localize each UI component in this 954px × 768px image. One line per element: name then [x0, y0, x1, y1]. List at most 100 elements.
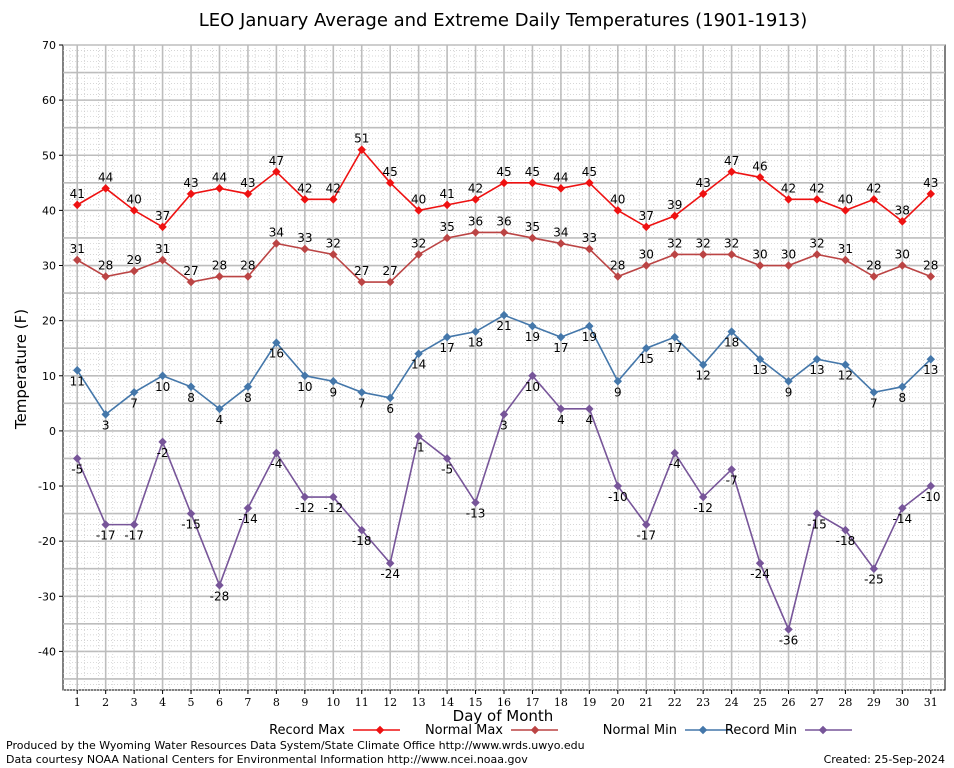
- data-label: 28: [240, 259, 255, 273]
- data-label: 28: [866, 259, 881, 273]
- data-point: [158, 222, 167, 232]
- data-label: 28: [98, 259, 113, 273]
- data-label: 9: [329, 385, 337, 399]
- data-label: 41: [439, 187, 454, 201]
- data-label: 39: [667, 198, 682, 212]
- y-tick-label: 30: [42, 260, 56, 273]
- data-label: -17: [96, 529, 116, 543]
- data-label: 47: [724, 154, 739, 168]
- y-tick-label: 70: [42, 39, 56, 52]
- data-point: [385, 277, 395, 287]
- data-point: [585, 321, 594, 331]
- data-label: 42: [866, 181, 881, 195]
- data-label: 38: [895, 203, 910, 217]
- data-point: [414, 432, 423, 441]
- data-point: [243, 382, 253, 392]
- data-point: [442, 233, 452, 243]
- data-point: [670, 332, 679, 342]
- data-label: 16: [269, 347, 284, 361]
- data-point: [442, 200, 452, 210]
- data-label: -10: [921, 490, 941, 504]
- x-tick-label: 18: [554, 696, 568, 709]
- y-tick-label: 60: [42, 94, 56, 107]
- data-label: 42: [781, 181, 796, 195]
- x-tick-label: 3: [131, 696, 138, 709]
- data-label: 36: [468, 214, 483, 228]
- data-label: -17: [124, 529, 144, 543]
- data-label: 8: [899, 391, 907, 405]
- data-label: 44: [98, 170, 113, 184]
- data-point: [698, 360, 708, 369]
- data-label: 45: [383, 165, 398, 179]
- data-point: [499, 178, 509, 188]
- data-point: [329, 250, 338, 259]
- data-point: [357, 525, 366, 535]
- data-label: 30: [752, 248, 767, 262]
- data-point: [755, 261, 765, 270]
- y-tick-label: 50: [42, 149, 56, 162]
- x-tick-label: 23: [696, 696, 710, 709]
- data-point: [898, 503, 907, 513]
- data-point: [727, 327, 736, 336]
- data-point: [784, 625, 793, 634]
- data-label: 51: [354, 132, 369, 146]
- data-point: [784, 261, 793, 270]
- data-label: -12: [693, 501, 713, 515]
- data-point: [129, 206, 139, 215]
- data-label: 9: [614, 385, 622, 399]
- data-point: [329, 195, 338, 204]
- legend-label: Normal Min: [603, 723, 677, 738]
- x-tick-label: 31: [924, 696, 938, 709]
- legend-label: Record Max: [269, 723, 345, 738]
- data-point: [129, 388, 139, 397]
- data-point: [471, 195, 480, 204]
- legend-swatch-marker: [698, 725, 708, 735]
- x-tick-label: 14: [440, 696, 454, 709]
- data-label: 3: [500, 418, 508, 432]
- data-label: 30: [895, 248, 910, 262]
- data-label: 10: [155, 380, 170, 394]
- x-tick-label: 30: [895, 696, 909, 709]
- data-label: 27: [383, 264, 398, 278]
- y-tick-label: -20: [38, 535, 56, 548]
- data-label: 44: [212, 170, 227, 184]
- data-label: 45: [525, 165, 540, 179]
- data-label: 7: [870, 396, 878, 410]
- data-label: -13: [466, 507, 486, 521]
- data-point: [812, 509, 822, 518]
- data-label: 4: [586, 413, 594, 427]
- data-label: -25: [864, 573, 884, 587]
- data-point: [158, 255, 167, 265]
- data-point: [613, 481, 623, 491]
- x-tick-label: 26: [782, 696, 796, 709]
- legend-swatch-marker: [530, 725, 540, 735]
- data-label: 27: [354, 264, 369, 278]
- data-point: [329, 377, 338, 386]
- y-tick-label: 10: [42, 370, 56, 383]
- x-tick-label: 10: [326, 696, 340, 709]
- data-label: 34: [553, 225, 568, 239]
- data-point: [898, 261, 907, 270]
- data-point: [499, 310, 509, 320]
- data-label: 12: [838, 369, 853, 383]
- data-point: [755, 558, 765, 568]
- data-label: 12: [696, 369, 711, 383]
- data-point: [642, 261, 651, 270]
- data-label: 45: [582, 165, 597, 179]
- data-label: 14: [411, 358, 426, 372]
- x-tick-label: 13: [412, 696, 426, 709]
- data-label: -14: [893, 512, 913, 526]
- data-point: [670, 448, 679, 458]
- data-point: [812, 354, 822, 364]
- data-point: [499, 228, 509, 237]
- data-point: [471, 228, 480, 237]
- data-point: [272, 338, 281, 347]
- x-tick-label: 24: [725, 696, 739, 709]
- data-label: 43: [923, 176, 938, 190]
- x-tick-label: 16: [497, 696, 511, 709]
- x-tick-label: 2: [102, 696, 109, 709]
- data-label: 42: [468, 181, 483, 195]
- data-label: 18: [468, 336, 483, 350]
